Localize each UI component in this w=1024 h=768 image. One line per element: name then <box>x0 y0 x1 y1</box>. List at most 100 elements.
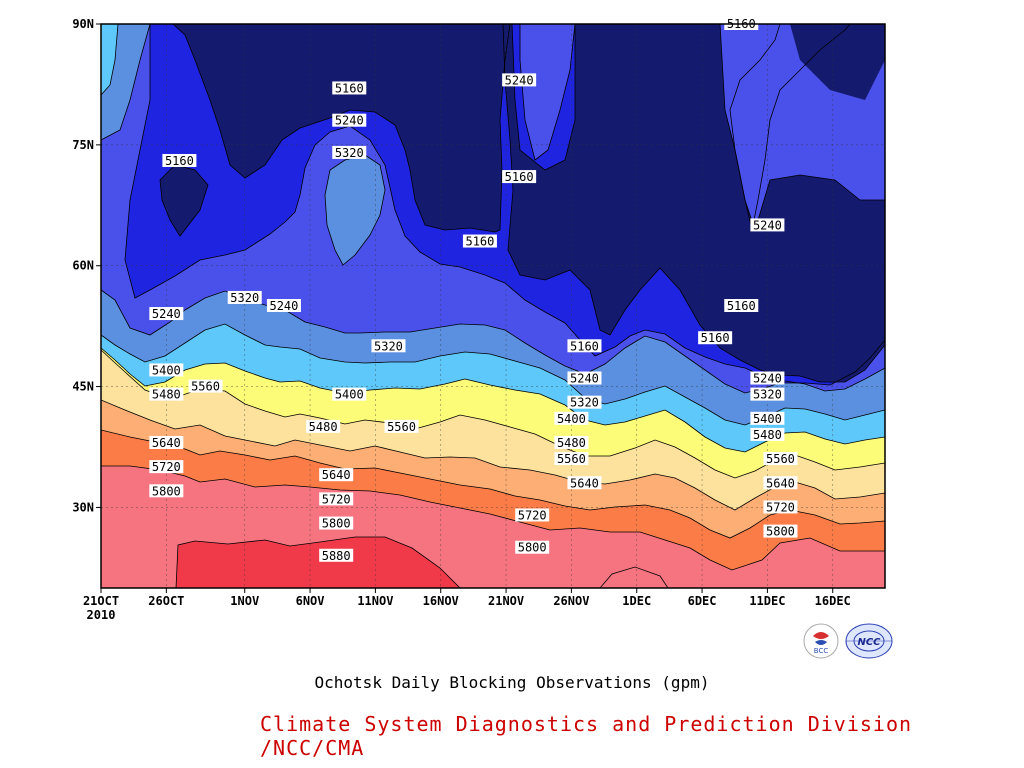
contour-label: 5160 <box>502 170 537 184</box>
contour-label-text: 5320 <box>335 146 364 160</box>
contour-5160-east <box>502 24 885 383</box>
contour-label: 5240 <box>750 371 785 386</box>
contour-label: 5560 <box>554 452 589 466</box>
x-tick-label: 16NOV <box>423 594 459 608</box>
contour-label: 5880 <box>319 548 354 563</box>
contour-5240 <box>124 24 885 386</box>
contour-5640 <box>101 399 885 511</box>
contour-5160 <box>172 24 511 233</box>
contour-label: 5240 <box>266 299 301 313</box>
x-tick-label: 26OCT <box>148 594 184 608</box>
x-tick-label: 1NOV <box>230 594 259 608</box>
contour-5800 <box>101 465 885 571</box>
contour-label-bg <box>567 395 602 409</box>
contour-label-text: 5480 <box>309 420 338 434</box>
contour-5720 <box>101 429 885 539</box>
contour-label-bg <box>188 379 223 393</box>
contour-label-text: 5240 <box>152 307 181 321</box>
contour-label: 5320 <box>227 290 262 305</box>
contour-5240-dec <box>719 24 885 232</box>
contour-label-bg <box>698 331 733 345</box>
contour-5240-arctic <box>519 24 576 161</box>
contour-label: 5400 <box>750 411 785 426</box>
contour-label-bg <box>149 387 184 401</box>
contour-label-text: 5800 <box>322 517 351 531</box>
contour-label: 5160 <box>162 153 197 168</box>
contour-label: 5480 <box>750 427 785 442</box>
contour-label-bg <box>266 299 301 312</box>
y-tick-label: 45N <box>72 380 94 394</box>
contour-label: 5640 <box>567 476 602 490</box>
contour-5480 <box>101 347 885 453</box>
contour-label-text: 5320 <box>230 291 259 305</box>
contour-label-bg <box>149 307 184 321</box>
ncc-logo: NCC <box>844 622 894 664</box>
contour-label: 5160 <box>724 299 759 313</box>
contour-label-text: 5240 <box>269 299 298 313</box>
contour-label-bg <box>763 524 798 538</box>
x-tick-label: 6NOV <box>296 594 325 608</box>
contour-label-text: 5400 <box>753 412 782 426</box>
contour-5480-oct <box>101 24 119 96</box>
contour-label-text: 5240 <box>570 372 599 386</box>
contour-label-bg <box>502 73 537 87</box>
contour-label-bg <box>750 411 785 425</box>
contour-5160-dec <box>729 24 851 231</box>
contour-label: 5640 <box>319 468 354 482</box>
contour-label-text: 5400 <box>335 388 364 402</box>
contour-label-bg <box>149 484 184 498</box>
contour-5160-arc <box>511 24 576 171</box>
contour-label-bg <box>750 218 785 232</box>
contour-label-bg <box>515 508 550 522</box>
contour-label-bg <box>462 234 497 248</box>
y-tick-label: 60N <box>72 259 94 273</box>
chart-caption: Ochotsk Daily Blocking Observations (gpm… <box>314 673 710 692</box>
contour-label: 5160 <box>332 81 367 95</box>
contour-5400-oct <box>101 24 151 141</box>
contour-5560 <box>101 349 885 479</box>
contour-label-text: 5160 <box>465 235 494 249</box>
contour-label-text: 5240 <box>505 73 534 87</box>
bcc-logo-text: BCC <box>814 647 829 655</box>
contour-label-text: 5160 <box>727 299 756 313</box>
contour-label-bg <box>306 419 341 433</box>
contour-label-bg <box>763 452 798 466</box>
contour-label-text: 5160 <box>335 81 364 95</box>
contour-label-text: 5800 <box>152 484 181 498</box>
contour-label: 5720 <box>763 500 798 514</box>
contour-label-text: 5800 <box>518 541 547 555</box>
contour-label-text: 5560 <box>387 420 416 434</box>
contour-label-text: 5160 <box>505 170 534 184</box>
bcc-logo-icon: BCC <box>803 623 839 659</box>
contour-label: 5240 <box>332 113 367 128</box>
contour-label-bg <box>384 419 419 433</box>
contour-label-bg <box>332 81 367 95</box>
contour-label-bg <box>554 435 589 449</box>
contour-label-bg <box>149 363 184 377</box>
contour-label-bg <box>567 371 602 385</box>
contour-5880-b <box>599 566 669 588</box>
contour-label: 5320 <box>371 339 406 353</box>
contour-label-text: 5640 <box>322 468 351 482</box>
contour-label-bg <box>567 476 602 490</box>
contour-label: 5720 <box>149 460 184 474</box>
contour-label: 5400 <box>149 363 184 377</box>
contour-label-text: 5160 <box>701 331 730 345</box>
contour-label-bg <box>319 468 354 482</box>
x-tick-label: 21OCT <box>83 594 119 608</box>
contour-label-text: 5480 <box>152 388 181 402</box>
patch-5320-nov <box>325 155 385 265</box>
contour-label-text: 5320 <box>374 339 403 353</box>
contour-label: 5480 <box>149 387 184 402</box>
contour-label-bg <box>319 548 354 562</box>
contour-label-bg <box>554 452 589 466</box>
contour-label-text: 5720 <box>322 492 351 506</box>
contour-label-bg <box>724 299 759 312</box>
contour-label-text: 5880 <box>322 549 351 563</box>
contour-label-text: 5800 <box>766 525 795 539</box>
contour-label: 5400 <box>554 411 589 426</box>
contour-label-text: 5400 <box>557 412 586 426</box>
ncc-logo-text: NCC <box>857 637 881 648</box>
x-tick-label: 26NOV <box>553 594 589 608</box>
